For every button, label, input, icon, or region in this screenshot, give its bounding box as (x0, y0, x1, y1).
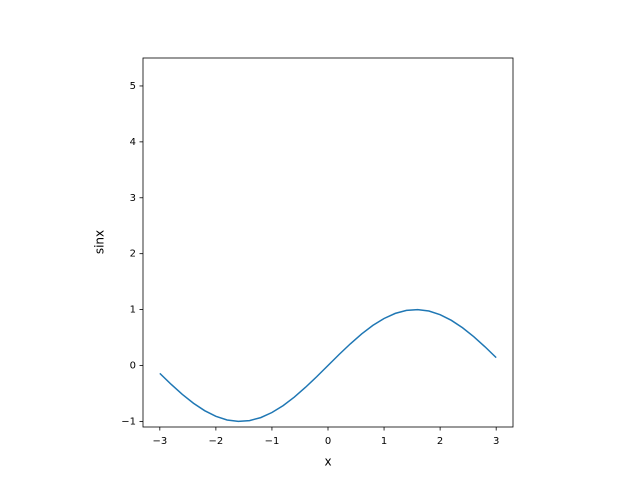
x-tick-label: −3 (152, 436, 167, 447)
y-tick-label: 3 (130, 193, 136, 204)
x-tick-label: 3 (493, 436, 499, 447)
plot-frame (142, 57, 514, 428)
x-tick-label: 1 (381, 436, 387, 447)
y-tick-label: 2 (130, 249, 136, 260)
y-tick-label: 0 (130, 361, 136, 372)
x-tick-label: 0 (325, 436, 331, 447)
line-series (159, 308, 497, 423)
x-tick-label: −1 (265, 436, 280, 447)
y-tick-label: 5 (130, 81, 136, 92)
y-tick-label: 4 (130, 137, 136, 148)
y-tick-label: 1 (130, 305, 136, 316)
y-tick-label: −1 (121, 416, 136, 427)
y-axis-label: sinx (93, 230, 107, 254)
x-axis-label: x (324, 455, 331, 469)
x-tick-label: 2 (437, 436, 443, 447)
x-tick-label: −2 (209, 436, 224, 447)
